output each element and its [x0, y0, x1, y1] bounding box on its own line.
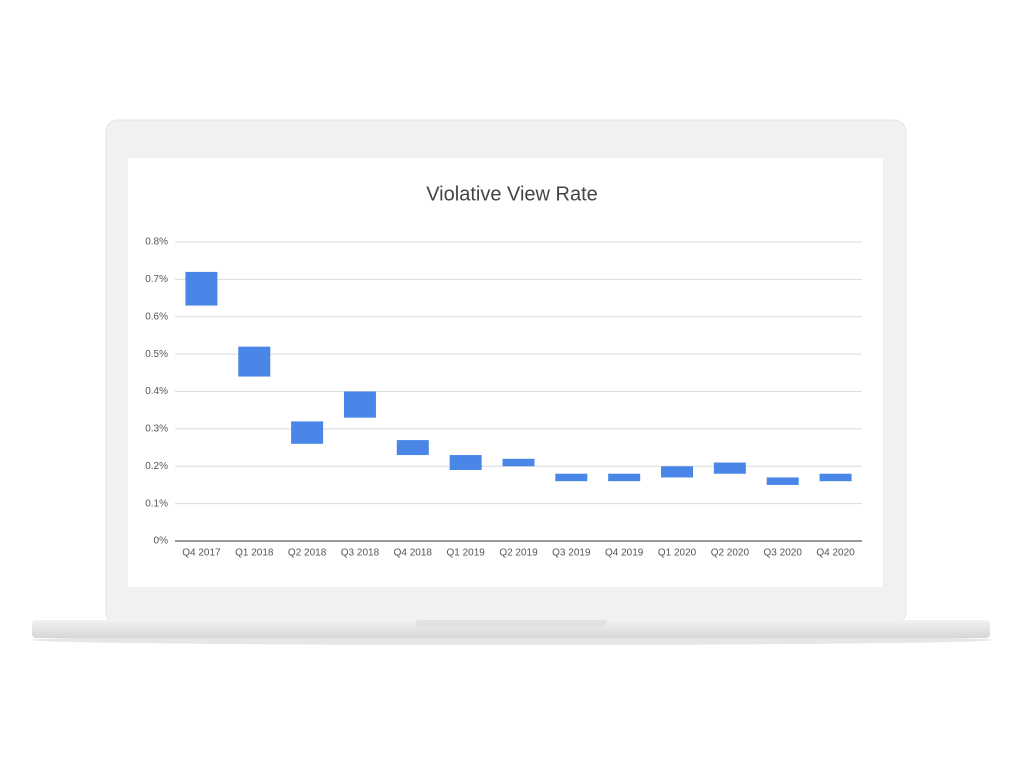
y-tick-label: 0.3% — [145, 424, 168, 435]
range-bar — [343, 391, 376, 418]
x-tick-label: Q1 2019 — [446, 548, 485, 559]
x-tick-label: Q2 2020 — [711, 548, 750, 559]
range-bar — [502, 458, 535, 467]
laptop-base — [32, 620, 990, 638]
y-tick-label: 0.5% — [145, 349, 168, 360]
x-tick-label: Q4 2017 — [182, 548, 221, 559]
x-tick-label: Q1 2020 — [658, 548, 697, 559]
x-tick-label: Q3 2020 — [764, 548, 803, 559]
x-tick-label: Q3 2019 — [552, 548, 591, 559]
x-tick-label: Q3 2018 — [341, 548, 380, 559]
range-bar — [713, 462, 746, 474]
range-bar — [766, 477, 799, 485]
y-tick-label: 0.2% — [145, 461, 168, 472]
y-tick-label: 0.1% — [145, 498, 168, 509]
x-tick-label: Q4 2019 — [605, 548, 644, 559]
y-tick-label: 0% — [154, 536, 169, 547]
range-bar — [819, 473, 852, 482]
y-tick-label: 0.7% — [145, 274, 168, 285]
x-tick-label: Q4 2020 — [816, 548, 855, 559]
laptop-notch — [415, 620, 607, 627]
y-tick-label: 0.4% — [145, 386, 168, 397]
range-bar — [291, 421, 324, 444]
range-bar — [555, 473, 588, 482]
y-tick-label: 0.8% — [145, 237, 168, 248]
x-tick-label: Q2 2019 — [499, 548, 538, 559]
range-bar — [396, 440, 429, 456]
range-bar — [238, 346, 271, 377]
chart-title: Violative View Rate — [426, 183, 598, 205]
y-tick-label: 0.6% — [145, 311, 168, 322]
x-tick-label: Q1 2018 — [235, 548, 274, 559]
range-bar — [608, 473, 641, 482]
x-tick-label: Q2 2018 — [288, 548, 327, 559]
range-bar — [449, 455, 482, 470]
range-bar — [185, 271, 218, 306]
range-bar — [661, 466, 694, 478]
x-tick-label: Q4 2018 — [394, 548, 433, 559]
